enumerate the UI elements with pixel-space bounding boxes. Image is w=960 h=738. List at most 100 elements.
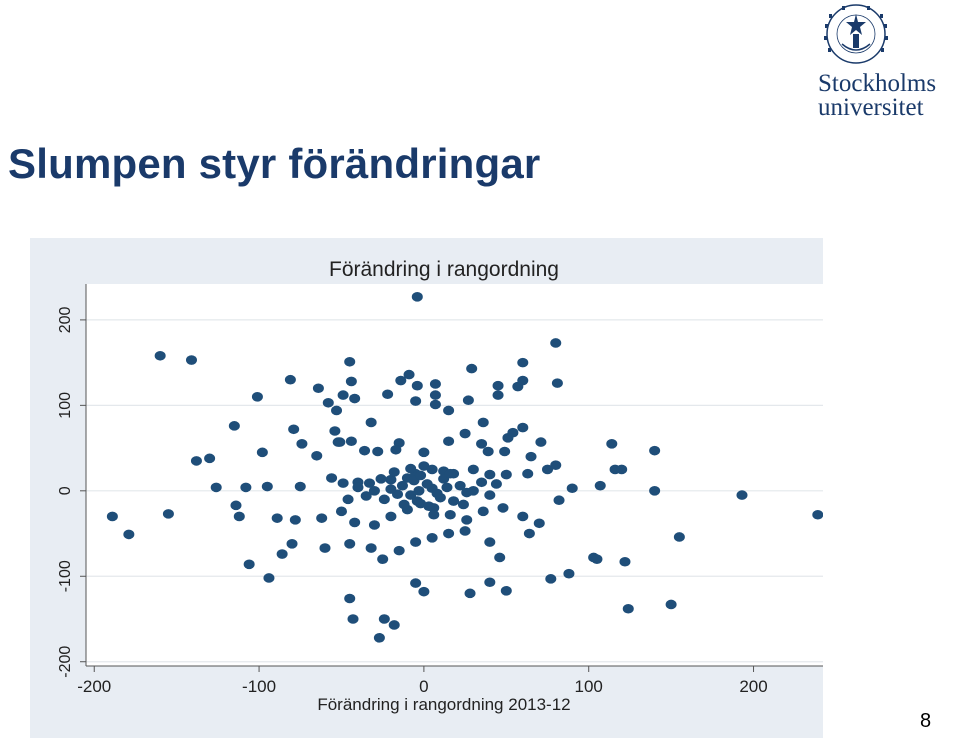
data-point (622, 603, 634, 614)
data-point (484, 577, 496, 588)
data-point (385, 484, 397, 494)
data-point (477, 417, 489, 428)
y-tick-label: 0 (57, 486, 74, 495)
data-point (619, 556, 631, 567)
y-ticks: -200 -100 0 100 200 (57, 306, 86, 678)
data-point (365, 417, 377, 428)
data-point (398, 499, 410, 510)
data-point (492, 380, 504, 391)
data-point (494, 552, 506, 563)
data-point (649, 445, 661, 456)
data-point (403, 369, 415, 380)
data-point (296, 439, 308, 449)
data-point (345, 436, 357, 447)
data-point (162, 509, 174, 519)
data-point (233, 511, 245, 522)
x-tick-label: -100 (242, 677, 276, 696)
data-point (388, 467, 400, 477)
data-point (344, 356, 356, 367)
data-point (454, 480, 466, 491)
data-point (243, 559, 255, 570)
data-point (517, 375, 529, 386)
data-point (190, 456, 202, 466)
gridlines (86, 319, 823, 663)
data-point (332, 437, 344, 447)
data-point (499, 446, 511, 457)
data-point (477, 506, 489, 517)
data-point (443, 528, 455, 539)
data-point (410, 396, 422, 406)
data-point (263, 573, 275, 583)
data-point (426, 533, 438, 543)
data-point (378, 494, 390, 505)
data-point (497, 503, 509, 513)
data-point (551, 378, 563, 388)
data-point (522, 468, 534, 479)
data-point (535, 437, 547, 447)
y-tick-label: -100 (57, 560, 74, 592)
data-point (375, 474, 387, 484)
data-point (359, 445, 371, 456)
data-point (312, 383, 324, 394)
data-point (204, 453, 216, 464)
data-point (591, 554, 603, 564)
data-point (418, 461, 430, 471)
data-point (154, 350, 166, 361)
data-point (426, 464, 438, 475)
data-point (467, 486, 479, 496)
x-ticks: -200 -100 0 100 200 (77, 666, 768, 696)
data-point (123, 529, 135, 540)
data-point (476, 439, 488, 449)
data-point (431, 488, 443, 499)
y-tick-label: 200 (57, 306, 74, 333)
data-point (405, 490, 417, 500)
data-point (411, 292, 423, 302)
data-point (443, 436, 455, 447)
data-point (429, 399, 441, 410)
data-point (365, 543, 377, 553)
data-point (347, 614, 359, 624)
data-point (185, 355, 197, 365)
university-seal-logo (824, 4, 888, 64)
data-point (484, 469, 496, 480)
data-point (461, 515, 473, 525)
chart-title: Förändring i rangordning (329, 258, 559, 281)
x-tick-label: 200 (739, 677, 767, 696)
data-point (423, 501, 435, 511)
data-point (382, 389, 394, 400)
data-point (476, 477, 488, 488)
data-point (418, 447, 430, 458)
data-point (606, 439, 618, 449)
data-point (349, 393, 361, 404)
x-tick-label: -200 (77, 677, 111, 696)
data-point (466, 363, 478, 374)
data-point (349, 517, 361, 528)
data-point (326, 473, 338, 483)
data-point (352, 482, 364, 493)
scatter-chart: -200 -100 0 100 200 -200 -100 0 100 200 Förändri… (57, 258, 823, 714)
data-point (563, 568, 575, 579)
data-point (428, 509, 440, 520)
data-point (368, 486, 380, 496)
data-point (448, 496, 460, 506)
data-point (393, 545, 405, 556)
data-point (507, 427, 519, 438)
data-point (345, 376, 357, 387)
data-point (288, 424, 300, 435)
data-point (517, 357, 529, 368)
data-point (525, 451, 537, 462)
data-point (550, 338, 562, 348)
chart-panel: -200 -100 0 100 200 -200 -100 0 100 200 Förändri… (30, 238, 823, 738)
data-point (390, 444, 402, 455)
data-point (673, 532, 685, 542)
x-tick-label: 0 (419, 677, 428, 696)
data-point (385, 511, 397, 522)
data-point (344, 593, 356, 604)
data-point (517, 422, 529, 433)
data-point (500, 585, 512, 596)
data-point (388, 620, 400, 630)
x-tick-label: 100 (575, 677, 603, 696)
data-point (550, 460, 562, 470)
data-point (410, 537, 422, 547)
university-seal-icon (824, 4, 888, 64)
